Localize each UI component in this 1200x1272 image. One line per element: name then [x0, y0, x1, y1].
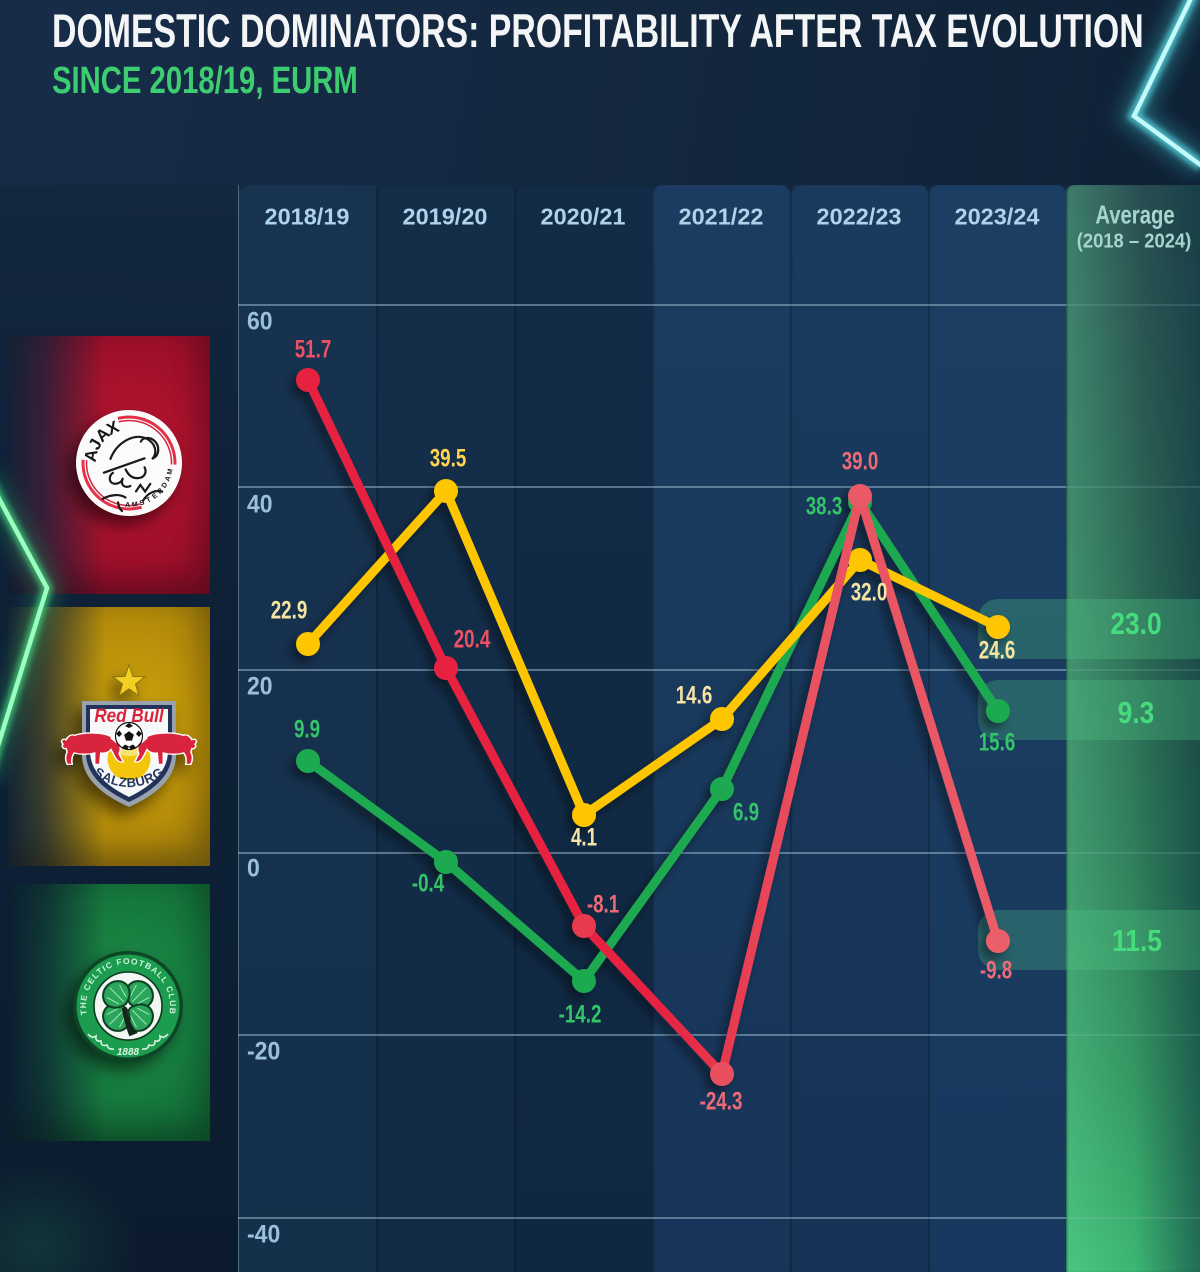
svg-text:T: T — [145, 496, 153, 505]
svg-text:1888: 1888 — [117, 1047, 140, 1058]
svg-text:A: A — [164, 475, 172, 482]
svg-text:S: S — [139, 499, 146, 507]
svg-text:D: D — [161, 482, 170, 490]
svg-text:A: A — [81, 448, 102, 464]
svg-text:A: A — [125, 502, 130, 509]
svg-text:M: M — [166, 468, 174, 475]
svg-text:M: M — [132, 501, 139, 509]
svg-text:Red Bull: Red Bull — [94, 705, 164, 726]
svg-text:E: E — [151, 492, 159, 501]
